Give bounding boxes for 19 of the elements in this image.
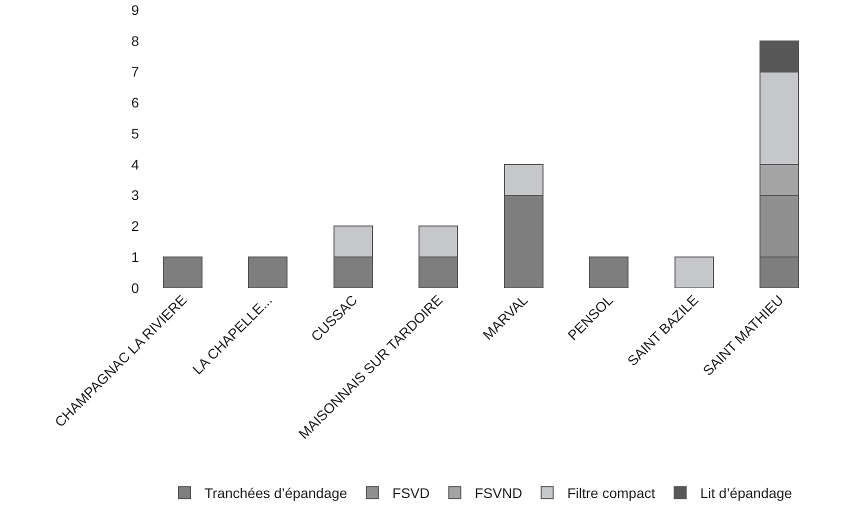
y-tick-label: 1 — [131, 249, 140, 266]
y-tick-label: 5 — [131, 125, 140, 142]
legend-label: FSVND — [474, 485, 522, 502]
y-tick-label: 2 — [131, 218, 140, 234]
y-tick-label: 8 — [131, 32, 140, 49]
y-tick-label: 9 — [131, 2, 140, 18]
legend-label: Tranchées d’épandage — [204, 485, 348, 502]
legend-label: Filtre compact — [567, 485, 656, 502]
y-tick-label: 6 — [131, 94, 140, 111]
bar — [674, 256, 714, 288]
legend-label: FSVD — [392, 485, 430, 502]
y-tick-label: 0 — [131, 280, 140, 296]
bar — [589, 256, 629, 288]
legend-label: Lit d’épandage — [700, 485, 792, 502]
bar — [248, 256, 288, 288]
y-tick-label: 7 — [131, 64, 140, 80]
y-tick-label: 3 — [131, 187, 140, 204]
y-tick-label: 4 — [131, 156, 140, 172]
bar — [162, 256, 202, 288]
